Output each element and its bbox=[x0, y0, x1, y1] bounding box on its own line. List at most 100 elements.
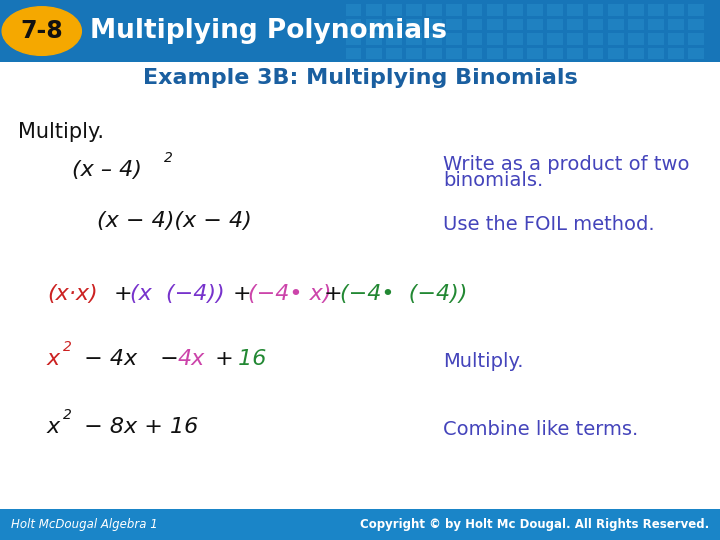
FancyBboxPatch shape bbox=[608, 4, 624, 16]
FancyBboxPatch shape bbox=[628, 48, 644, 59]
FancyBboxPatch shape bbox=[567, 48, 583, 59]
Text: 2: 2 bbox=[63, 408, 72, 422]
FancyBboxPatch shape bbox=[406, 33, 422, 45]
FancyBboxPatch shape bbox=[386, 4, 402, 16]
FancyBboxPatch shape bbox=[386, 48, 402, 59]
FancyBboxPatch shape bbox=[0, 0, 720, 62]
FancyBboxPatch shape bbox=[426, 48, 442, 59]
Text: +: + bbox=[208, 349, 234, 369]
FancyBboxPatch shape bbox=[668, 19, 684, 30]
FancyBboxPatch shape bbox=[567, 4, 583, 16]
Text: (x – 4): (x – 4) bbox=[72, 160, 142, 180]
FancyBboxPatch shape bbox=[608, 48, 624, 59]
FancyBboxPatch shape bbox=[628, 19, 644, 30]
FancyBboxPatch shape bbox=[446, 19, 462, 30]
FancyBboxPatch shape bbox=[426, 4, 442, 16]
FancyBboxPatch shape bbox=[467, 48, 482, 59]
FancyBboxPatch shape bbox=[688, 48, 704, 59]
FancyBboxPatch shape bbox=[608, 33, 624, 45]
FancyBboxPatch shape bbox=[366, 19, 382, 30]
Text: Holt McDougal Algebra 1: Holt McDougal Algebra 1 bbox=[11, 518, 158, 531]
FancyBboxPatch shape bbox=[366, 48, 382, 59]
FancyBboxPatch shape bbox=[608, 19, 624, 30]
Text: Example 3B: Multiplying Binomials: Example 3B: Multiplying Binomials bbox=[143, 68, 577, 89]
FancyBboxPatch shape bbox=[648, 19, 664, 30]
FancyBboxPatch shape bbox=[346, 33, 361, 45]
Text: +: + bbox=[324, 284, 343, 305]
FancyBboxPatch shape bbox=[588, 33, 603, 45]
FancyBboxPatch shape bbox=[628, 33, 644, 45]
FancyBboxPatch shape bbox=[648, 48, 664, 59]
Ellipse shape bbox=[2, 6, 81, 56]
FancyBboxPatch shape bbox=[648, 4, 664, 16]
FancyBboxPatch shape bbox=[688, 19, 704, 30]
FancyBboxPatch shape bbox=[507, 19, 523, 30]
FancyBboxPatch shape bbox=[467, 19, 482, 30]
Text: −: − bbox=[153, 349, 186, 369]
FancyBboxPatch shape bbox=[547, 4, 563, 16]
FancyBboxPatch shape bbox=[487, 4, 503, 16]
FancyBboxPatch shape bbox=[527, 19, 543, 30]
FancyBboxPatch shape bbox=[386, 19, 402, 30]
Text: 2: 2 bbox=[164, 151, 173, 165]
FancyBboxPatch shape bbox=[467, 33, 482, 45]
Text: Combine like terms.: Combine like terms. bbox=[443, 420, 638, 439]
FancyBboxPatch shape bbox=[547, 19, 563, 30]
FancyBboxPatch shape bbox=[507, 4, 523, 16]
FancyBboxPatch shape bbox=[446, 33, 462, 45]
Text: Use the FOIL method.: Use the FOIL method. bbox=[443, 214, 654, 234]
FancyBboxPatch shape bbox=[588, 4, 603, 16]
FancyBboxPatch shape bbox=[507, 33, 523, 45]
FancyBboxPatch shape bbox=[487, 19, 503, 30]
FancyBboxPatch shape bbox=[366, 33, 382, 45]
Text: Multiplying Polynomials: Multiplying Polynomials bbox=[90, 18, 447, 44]
FancyBboxPatch shape bbox=[446, 4, 462, 16]
FancyBboxPatch shape bbox=[366, 4, 382, 16]
FancyBboxPatch shape bbox=[346, 48, 361, 59]
FancyBboxPatch shape bbox=[668, 33, 684, 45]
FancyBboxPatch shape bbox=[547, 33, 563, 45]
Text: (−4• x): (−4• x) bbox=[248, 284, 332, 305]
Text: 16: 16 bbox=[231, 349, 266, 369]
Text: 2: 2 bbox=[63, 340, 72, 354]
FancyBboxPatch shape bbox=[507, 48, 523, 59]
FancyBboxPatch shape bbox=[426, 19, 442, 30]
FancyBboxPatch shape bbox=[628, 4, 644, 16]
Text: +: + bbox=[233, 284, 251, 305]
FancyBboxPatch shape bbox=[688, 4, 704, 16]
FancyBboxPatch shape bbox=[547, 48, 563, 59]
Text: Write as a product of two: Write as a product of two bbox=[443, 155, 689, 174]
FancyBboxPatch shape bbox=[648, 33, 664, 45]
FancyBboxPatch shape bbox=[446, 48, 462, 59]
FancyBboxPatch shape bbox=[346, 19, 361, 30]
FancyBboxPatch shape bbox=[588, 48, 603, 59]
Text: Copyright © by Holt Mc Dougal. All Rights Reserved.: Copyright © by Holt Mc Dougal. All Right… bbox=[360, 518, 709, 531]
FancyBboxPatch shape bbox=[567, 19, 583, 30]
FancyBboxPatch shape bbox=[346, 4, 361, 16]
Text: (x  (−4)): (x (−4)) bbox=[130, 284, 225, 305]
Text: 4x: 4x bbox=[178, 349, 205, 369]
Text: − 4x: − 4x bbox=[77, 349, 138, 369]
Text: (−4•  (−4)): (−4• (−4)) bbox=[340, 284, 467, 305]
Text: (x·x): (x·x) bbox=[47, 284, 97, 305]
FancyBboxPatch shape bbox=[0, 509, 720, 540]
FancyBboxPatch shape bbox=[406, 4, 422, 16]
FancyBboxPatch shape bbox=[668, 48, 684, 59]
FancyBboxPatch shape bbox=[527, 33, 543, 45]
Text: Multiply.: Multiply. bbox=[18, 122, 104, 143]
FancyBboxPatch shape bbox=[688, 33, 704, 45]
FancyBboxPatch shape bbox=[567, 33, 583, 45]
FancyBboxPatch shape bbox=[527, 48, 543, 59]
Text: Multiply.: Multiply. bbox=[443, 352, 523, 372]
FancyBboxPatch shape bbox=[668, 4, 684, 16]
Text: 7-8: 7-8 bbox=[20, 19, 63, 43]
FancyBboxPatch shape bbox=[467, 4, 482, 16]
FancyBboxPatch shape bbox=[406, 48, 422, 59]
Text: − 8x + 16: − 8x + 16 bbox=[77, 416, 198, 437]
FancyBboxPatch shape bbox=[527, 4, 543, 16]
Text: x: x bbox=[47, 349, 60, 369]
Text: x: x bbox=[47, 416, 60, 437]
Text: +: + bbox=[114, 284, 132, 305]
FancyBboxPatch shape bbox=[487, 48, 503, 59]
Text: (x − 4)(x − 4): (x − 4)(x − 4) bbox=[97, 211, 252, 232]
